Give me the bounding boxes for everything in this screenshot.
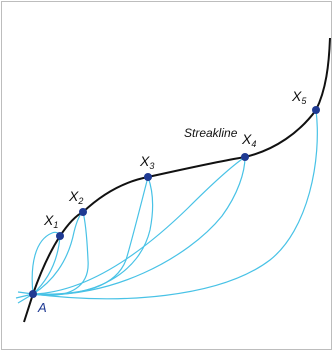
streakline-label: Streakline bbox=[184, 126, 238, 140]
label-x4: X4 bbox=[241, 131, 256, 149]
point-x1 bbox=[56, 232, 64, 240]
pathline-x4-upper bbox=[32, 156, 246, 295]
source-point-a bbox=[29, 290, 37, 298]
point-x2 bbox=[79, 208, 87, 216]
figure-frame bbox=[1, 1, 332, 350]
label-x3: X3 bbox=[139, 153, 154, 171]
label-a: A bbox=[37, 300, 47, 315]
point-x3 bbox=[144, 173, 152, 181]
point-x4 bbox=[241, 153, 249, 161]
pathline-x5 bbox=[32, 109, 318, 300]
pathline-x1-inner bbox=[32, 235, 61, 295]
pathline-x2-left bbox=[32, 211, 84, 295]
point-x5 bbox=[312, 106, 320, 114]
label-x2: X2 bbox=[68, 188, 83, 206]
pathline-x4-lower bbox=[32, 156, 246, 296]
label-x1: X1 bbox=[43, 212, 58, 230]
label-x5: X5 bbox=[291, 88, 307, 106]
